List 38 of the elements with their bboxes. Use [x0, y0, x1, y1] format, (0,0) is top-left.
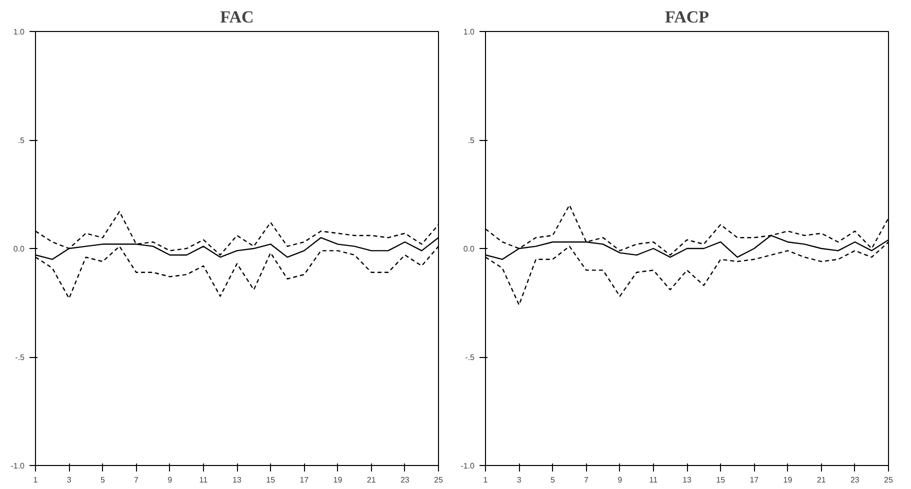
y-tick-label: 1.0: [463, 28, 476, 36]
x-tick-label: 15: [716, 476, 726, 484]
y-tick-label: .5: [18, 136, 26, 145]
x-tick-label: 7: [134, 476, 140, 484]
x-tick-label: 19: [333, 476, 343, 484]
x-tick-label: 9: [618, 476, 623, 484]
x-tick-label: 21: [366, 476, 376, 484]
x-tick-label: 5: [550, 476, 556, 484]
x-tick-label: 11: [649, 476, 658, 484]
x-tick-label: 23: [400, 476, 410, 484]
chart-title: FACP: [664, 8, 710, 26]
x-tick-label: 21: [816, 476, 826, 484]
x-tick-label: 13: [232, 476, 242, 484]
x-tick-label: 3: [66, 476, 72, 484]
y-tick-label: 1.0: [13, 28, 26, 36]
x-tick-label: 1: [33, 476, 38, 484]
x-tick-label: 13: [682, 476, 692, 484]
x-tick-label: 3: [516, 476, 522, 484]
y-tick-label: -1.0: [10, 462, 26, 470]
y-tick-label: -.5: [465, 353, 476, 362]
x-tick-label: 25: [884, 476, 894, 484]
y-tick-label: -1.0: [460, 462, 476, 470]
x-tick-label: 9: [168, 476, 173, 484]
x-tick-label: 23: [850, 476, 860, 484]
y-tick-label: 0.0: [13, 244, 26, 254]
x-tick-label: 19: [783, 476, 793, 484]
y-tick-label: -.5: [15, 353, 26, 362]
chart-title: FAC: [220, 8, 254, 26]
x-tick-label: 17: [300, 476, 310, 484]
y-tick-label: 0.0: [463, 244, 476, 254]
x-tick-label: 1: [483, 476, 488, 484]
y-tick-label: .5: [468, 136, 476, 145]
x-tick-label: 17: [750, 476, 760, 484]
x-tick-label: 7: [584, 476, 590, 484]
x-tick-label: 5: [100, 476, 106, 484]
x-tick-label: 15: [266, 476, 276, 484]
x-tick-label: 11: [199, 476, 208, 484]
x-tick-label: 25: [434, 476, 444, 484]
